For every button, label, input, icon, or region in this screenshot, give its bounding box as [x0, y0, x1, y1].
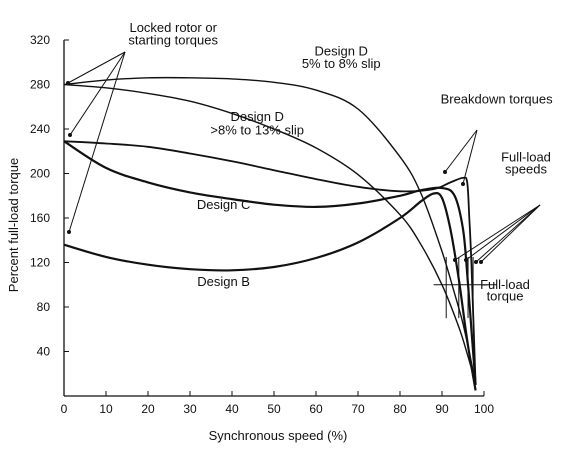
y-tick-label: 240: [30, 122, 50, 136]
annotation-label: Breakdown torques: [441, 91, 554, 106]
x-tick-label: 90: [435, 402, 449, 416]
annotation-label: Design D: [314, 44, 367, 59]
curves: [63, 76, 497, 391]
annotation-pointer-head: [66, 81, 70, 85]
x-tick-label: 30: [183, 402, 197, 416]
annotation-label: Full-load: [501, 149, 551, 164]
annotation-label: torque: [487, 288, 524, 303]
annotation-pointer: [462, 129, 478, 185]
y-tick-label: 80: [37, 300, 51, 314]
x-tick-label: 50: [267, 402, 281, 416]
x-tick-label: 10: [99, 402, 113, 416]
annotation-label: Design C: [197, 197, 250, 212]
annotation-arrows: [66, 51, 541, 264]
annotation-pointer-head: [453, 258, 457, 262]
annotation-pointer-head: [474, 260, 478, 264]
x-tick-label: 40: [225, 402, 239, 416]
annotation-label: >8% to 13% slip: [210, 123, 304, 138]
x-tick-label: 20: [141, 402, 155, 416]
annotation-label: Full-load: [480, 277, 530, 292]
annotation-pointer: [444, 129, 478, 173]
annotation-label: Locked rotor or: [129, 20, 217, 35]
annotation-label: Design D: [230, 109, 283, 124]
annotation-pointer: [480, 204, 541, 263]
annotation-pointer-head: [479, 260, 483, 264]
labels: 0 10 20 30 40 50 60 70 80 90 100 40 80 120 160 200 240 28…: [30, 20, 553, 416]
series-line-design-d-steep: [63, 140, 477, 385]
x-tick-label: 80: [393, 402, 407, 416]
axes: [63, 40, 484, 397]
series-line-design-d-5-to-8-slip: [63, 76, 477, 383]
annotation-pointer: [67, 51, 126, 84]
tick-marks: [63, 39, 485, 396]
annotation-label: speeds: [505, 162, 547, 177]
annotation-pointer-head: [68, 133, 72, 137]
annotation-label: Design B: [197, 274, 250, 289]
annotation-pointer: [465, 204, 541, 261]
series-line-design-d-8-to-13-slip: [63, 83, 477, 386]
x-tick-label: 60: [309, 402, 323, 416]
x-axis-label: Synchronous speed (%): [209, 428, 348, 443]
annotation-pointer-head: [67, 230, 71, 234]
y-tick-label: 200: [30, 167, 50, 181]
annotation-pointer: [69, 51, 126, 136]
annotation-label: 5% to 8% slip: [302, 56, 381, 71]
y-tick-label: 320: [30, 33, 50, 47]
y-axis-label: Percent full-load torque: [6, 158, 21, 292]
x-tick-label: 70: [351, 402, 365, 416]
y-tick-label: 280: [30, 78, 50, 92]
annotation-pointer: [475, 204, 541, 263]
annotation-pointer: [68, 51, 126, 233]
series-line-design-c: [63, 140, 477, 385]
x-tick-label: 0: [61, 402, 68, 416]
annotation-pointer: [454, 204, 541, 261]
y-tick-label: 40: [37, 345, 51, 359]
y-tick-label: 160: [30, 211, 50, 225]
y-tick-label: 120: [30, 256, 50, 270]
x-tick-label: 100: [474, 402, 494, 416]
series-line-design-b: [63, 192, 477, 391]
annotation-pointer-head: [443, 170, 447, 174]
annotation-pointer-head: [464, 258, 468, 262]
annotation-label: starting torques: [128, 32, 218, 47]
annotation-pointer-head: [461, 182, 465, 186]
